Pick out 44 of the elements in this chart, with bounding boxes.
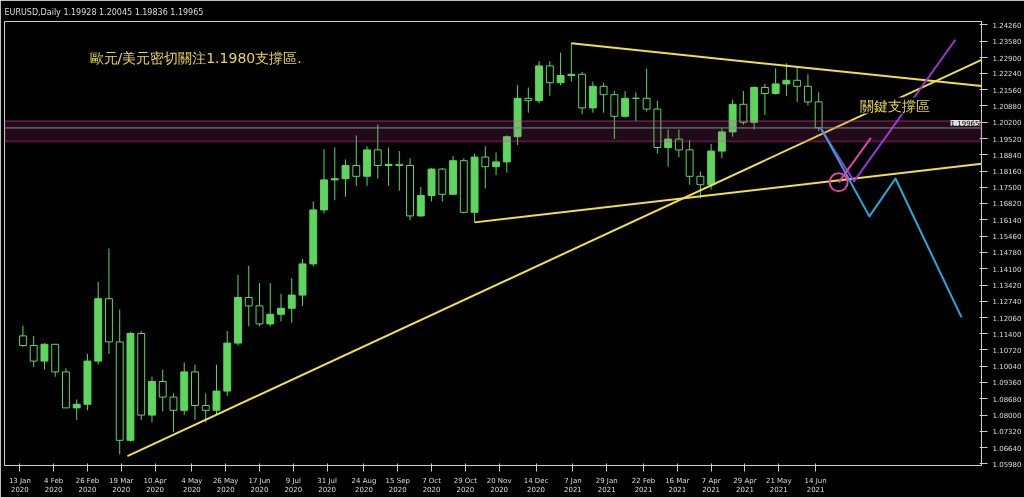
candlestick bbox=[621, 90, 630, 118]
candlestick bbox=[416, 186, 425, 218]
candlestick bbox=[717, 127, 726, 159]
candlestick bbox=[803, 73, 812, 106]
candlestick bbox=[556, 52, 565, 86]
candlestick bbox=[341, 159, 350, 198]
candlestick bbox=[29, 335, 38, 368]
candlestick bbox=[18, 325, 27, 348]
candlestick bbox=[588, 81, 597, 114]
candlestick bbox=[158, 369, 167, 412]
candlestick bbox=[545, 60, 554, 97]
candlestick bbox=[384, 147, 393, 187]
candlestick bbox=[674, 129, 683, 158]
chart-title: EURUSD,Daily 1.19928 1.20045 1.19836 1.19965 bbox=[4, 7, 204, 17]
candlestick bbox=[352, 135, 361, 187]
annotation: 關鍵支撐區 bbox=[859, 97, 930, 114]
candlestick bbox=[373, 123, 382, 180]
candlestick bbox=[169, 393, 178, 433]
candlestick bbox=[524, 87, 533, 114]
candlestick bbox=[72, 399, 81, 421]
candlestick bbox=[696, 171, 705, 199]
annotation: 歐元/美元密切關注1.1980支撐區. bbox=[89, 49, 302, 66]
candlestick bbox=[40, 342, 49, 370]
candlestick bbox=[599, 82, 608, 114]
candlestick bbox=[664, 129, 673, 168]
candlestick bbox=[760, 83, 769, 116]
candlestick bbox=[782, 62, 791, 97]
candlestick bbox=[793, 65, 802, 103]
candlestick bbox=[287, 277, 296, 324]
candlestick bbox=[395, 150, 404, 192]
candlestick bbox=[212, 364, 221, 416]
candlestick bbox=[244, 265, 253, 327]
candlestick bbox=[739, 90, 748, 126]
candlestick bbox=[771, 67, 780, 96]
candlestick bbox=[642, 68, 651, 112]
candlestick bbox=[567, 42, 576, 82]
candlestick bbox=[266, 282, 275, 327]
candlestick bbox=[277, 293, 285, 322]
candlestick bbox=[610, 90, 619, 140]
candlestick bbox=[492, 151, 501, 176]
candlestick bbox=[481, 145, 490, 189]
candlestick bbox=[201, 393, 210, 423]
candlestick bbox=[255, 282, 264, 327]
candlestick bbox=[330, 147, 339, 201]
